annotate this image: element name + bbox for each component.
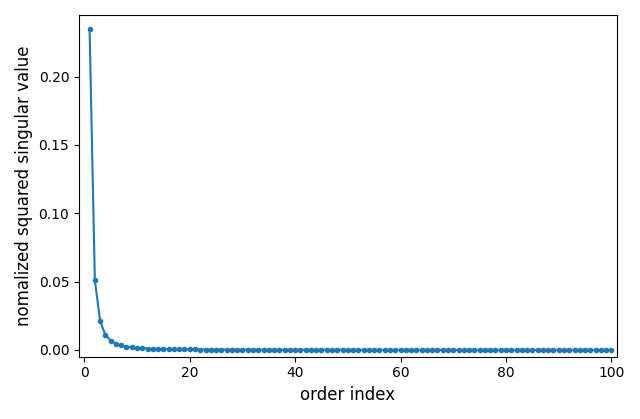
Y-axis label: nomalized squared singular value: nomalized squared singular value <box>15 46 33 326</box>
X-axis label: order index: order index <box>300 386 396 404</box>
